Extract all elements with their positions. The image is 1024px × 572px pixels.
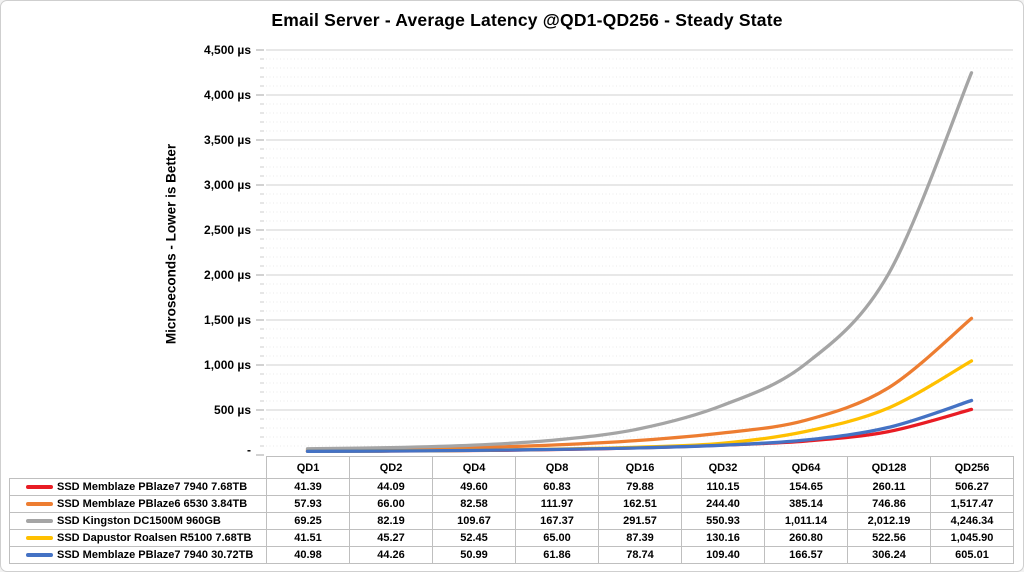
legend-cell: SSD Memblaze PBlaze7 7940 30.72TB	[9, 546, 267, 564]
value-cell: 2,012.19	[847, 512, 931, 530]
value-cell: 82.58	[432, 495, 516, 513]
value-cell: 291.57	[598, 512, 682, 530]
legend-series-name: SSD Dapustor Roalsen R5100 7.68TB	[57, 532, 252, 544]
column-header: QD4	[432, 456, 516, 479]
value-cell: 44.26	[349, 546, 433, 564]
y-axis-tick-label: 1,000 µs	[204, 358, 251, 372]
y-axis-tick-label: 1,500 µs	[204, 313, 251, 327]
value-cell: 1,045.90	[930, 529, 1014, 547]
value-cell: 69.25	[266, 512, 350, 530]
y-axis-tick-label: 4,000 µs	[204, 88, 251, 102]
value-cell: 66.00	[349, 495, 433, 513]
value-cell: 162.51	[598, 495, 682, 513]
value-cell: 79.88	[598, 478, 682, 496]
value-cell: 57.93	[266, 495, 350, 513]
y-axis-tick-label: 2,000 µs	[204, 268, 251, 282]
value-cell: 50.99	[432, 546, 516, 564]
value-cell: 244.40	[681, 495, 765, 513]
value-cell: 41.51	[266, 529, 350, 547]
series-line	[305, 398, 974, 453]
legend-series-name: SSD Memblaze PBlaze7 7940 7.68TB	[57, 481, 248, 493]
legend-cell: SSD Memblaze PBlaze6 6530 3.84TB	[9, 495, 267, 513]
table-row: SSD Kingston DC1500M 960GB 69.25 82.19 109.…	[9, 512, 1014, 530]
value-cell: 1,011.14	[764, 512, 848, 530]
value-cell: 167.37	[515, 512, 599, 530]
value-cell: 78.74	[598, 546, 682, 564]
chart-plot-area: - 500 µs 1,000 µs 1,500 µs 2,000 µs 2,500 µs 3…	[204, 43, 1013, 457]
value-cell: 111.97	[515, 495, 599, 513]
value-cell: 52.45	[432, 529, 516, 547]
column-header: QD2	[349, 456, 433, 479]
legend-key-line-icon	[26, 485, 53, 489]
legend-series-name: SSD Memblaze PBlaze7 7940 30.72TB	[57, 549, 254, 561]
value-cell: 746.86	[847, 495, 931, 513]
y-axis-tick-label: 4,500 µs	[204, 43, 251, 57]
value-cell: 40.98	[266, 546, 350, 564]
value-cell: 260.11	[847, 478, 931, 496]
y-axis-tick-label: 3,500 µs	[204, 133, 251, 147]
value-cell: 4,246.34	[930, 512, 1014, 530]
y-axis-tick-label: 2,500 µs	[204, 223, 251, 237]
legend-cell: SSD Memblaze PBlaze7 7940 7.68TB	[9, 478, 267, 496]
value-cell: 49.60	[432, 478, 516, 496]
value-cell: 154.65	[764, 478, 848, 496]
legend-key-line-icon	[26, 519, 53, 523]
legend-key-line-icon	[26, 536, 53, 540]
value-cell: 61.86	[515, 546, 599, 564]
y-axis-tick-label: -	[247, 443, 251, 457]
table-row: SSD Dapustor Roalsen R5100 7.68TB 41.51 45…	[9, 529, 1014, 547]
legend-cell: SSD Kingston DC1500M 960GB	[9, 512, 267, 530]
value-cell: 522.56	[847, 529, 931, 547]
value-cell: 65.00	[515, 529, 599, 547]
value-cell: 109.67	[432, 512, 516, 530]
value-cell: 260.80	[764, 529, 848, 547]
value-cell: 45.27	[349, 529, 433, 547]
value-cell: 605.01	[930, 546, 1014, 564]
legend-cell: SSD Dapustor Roalsen R5100 7.68TB	[9, 529, 267, 547]
column-header: QD1	[266, 456, 350, 479]
column-header: QD16	[598, 456, 682, 479]
value-cell: 1,517.47	[930, 495, 1014, 513]
value-cell: 44.09	[349, 478, 433, 496]
legend-key-line-icon	[26, 502, 53, 506]
table-blank-corner	[10, 457, 267, 479]
value-cell: 306.24	[847, 546, 931, 564]
legend-series-name: SSD Kingston DC1500M 960GB	[57, 515, 221, 527]
table-row: SSD Memblaze PBlaze6 6530 3.84TB 57.93 66.…	[9, 495, 1014, 513]
column-header: QD256	[930, 456, 1014, 479]
value-cell: 110.15	[681, 478, 765, 496]
value-cell: 130.16	[681, 529, 765, 547]
column-header: QD64	[764, 456, 848, 479]
value-cell: 109.40	[681, 546, 765, 564]
table-row: SSD Memblaze PBlaze7 7940 7.68TB 41.39 44.…	[9, 478, 1014, 496]
value-cell: 60.83	[515, 478, 599, 496]
chart-title: Email Server - Average Latency @QD1-QD25…	[271, 10, 783, 30]
value-cell: 550.93	[681, 512, 765, 530]
legend-series-name: SSD Memblaze PBlaze6 6530 3.84TB	[57, 498, 248, 510]
value-cell: 385.14	[764, 495, 848, 513]
y-axis-tick-label: 500 µs	[214, 403, 251, 417]
y-axis-tick-label: 3,000 µs	[204, 178, 251, 192]
series-line	[305, 316, 974, 452]
value-cell: 166.57	[764, 546, 848, 564]
column-header: QD128	[847, 456, 931, 479]
series-line	[305, 71, 974, 451]
value-cell: 87.39	[598, 529, 682, 547]
value-cell: 82.19	[349, 512, 433, 530]
value-cell: 41.39	[266, 478, 350, 496]
table-header-row: QD1 QD2 QD4 QD8 QD16 QD32 QD64 QD128 QD256	[10, 456, 1014, 479]
value-cell: 506.27	[930, 478, 1014, 496]
table-row: SSD Memblaze PBlaze7 7940 30.72TB 40.98 44…	[9, 546, 1014, 564]
data-table-legend: QD1 QD2 QD4 QD8 QD16 QD32 QD64 QD128 QD256 SSD Me…	[9, 456, 1014, 564]
column-header: QD8	[515, 456, 599, 479]
legend-key-line-icon	[26, 553, 53, 557]
column-header: QD32	[681, 456, 765, 479]
